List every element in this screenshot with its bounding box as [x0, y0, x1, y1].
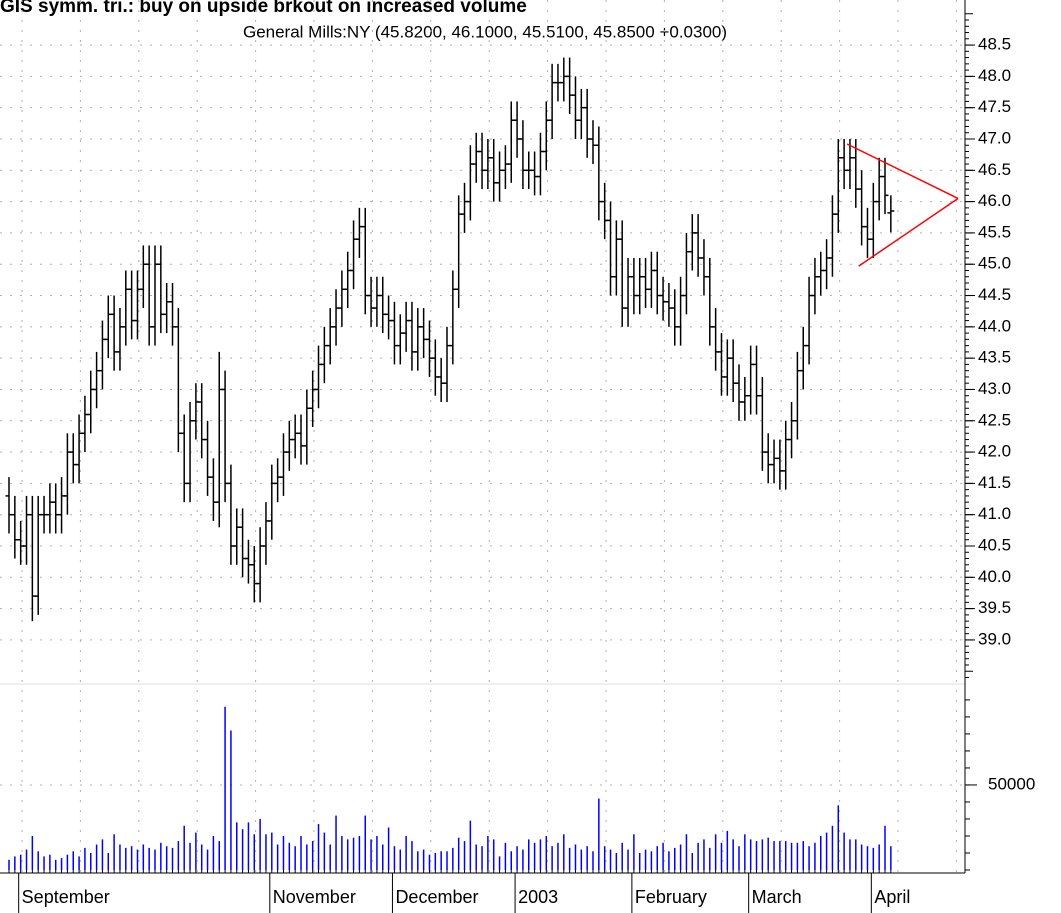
- y-tick-label: 43.5: [978, 348, 1011, 367]
- y-tick-label: 39.5: [978, 598, 1011, 617]
- x-tick-label: November: [273, 887, 356, 907]
- chart-title: GIS symm. tri.: buy on upside brkout on …: [0, 0, 527, 17]
- y-tick-label: 43.0: [978, 379, 1011, 398]
- y-tick-label: 42.5: [978, 410, 1011, 429]
- x-tick-label: 2003: [518, 887, 558, 907]
- trendline: [858, 197, 959, 267]
- y-tick-label: 44.0: [978, 316, 1011, 335]
- y-tick-label: 40.5: [978, 535, 1011, 554]
- chart-subtitle: General Mills:NY (45.8200, 46.1000, 45.5…: [243, 22, 727, 41]
- x-tick-label: April: [874, 887, 910, 907]
- y-tick-label: 44.5: [978, 285, 1011, 304]
- x-tick-label: March: [752, 887, 802, 907]
- y-tick-label: 47.5: [978, 97, 1011, 116]
- y-tick-label: 47.0: [978, 128, 1011, 147]
- y-tick-label: 39.0: [978, 629, 1011, 648]
- x-tick-label: September: [22, 887, 110, 907]
- trendline: [846, 143, 959, 200]
- y-tick-label: 46.5: [978, 160, 1011, 179]
- y-tick-label: 41.0: [978, 504, 1011, 523]
- y-tick-label: 41.5: [978, 473, 1011, 492]
- y-tick-label: 45.0: [978, 254, 1011, 273]
- y-tick-label: 48.0: [978, 66, 1011, 85]
- y-tick-label: 42.0: [978, 442, 1011, 461]
- x-tick-label: February: [635, 887, 707, 907]
- x-tick-label: December: [395, 887, 478, 907]
- volume-tick-label: 50000: [988, 774, 1035, 793]
- y-tick-label: 46.0: [978, 191, 1011, 210]
- y-tick-label: 48.5: [978, 35, 1011, 54]
- y-tick-label: 40.0: [978, 567, 1011, 586]
- y-tick-label: 45.5: [978, 222, 1011, 241]
